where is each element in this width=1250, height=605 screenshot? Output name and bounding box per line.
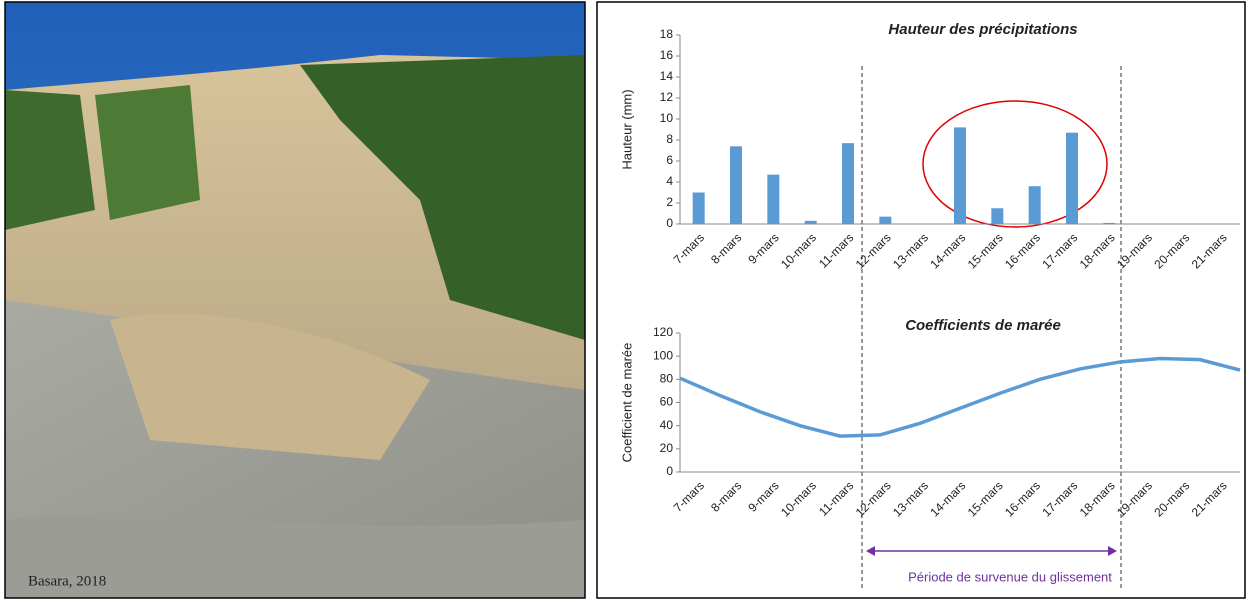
x-tick-label: 15-mars <box>965 478 1006 519</box>
x-tick-label: 13-mars <box>890 478 931 519</box>
bar <box>1066 132 1078 224</box>
x-tick-label: 8-mars <box>708 230 744 266</box>
x-tick-label: 10-mars <box>778 478 819 519</box>
x-tick-label: 8-mars <box>708 478 744 514</box>
x-tick-label: 21-mars <box>1189 230 1230 271</box>
y-axis-label: Hauteur (mm) <box>619 89 634 169</box>
chart-title: Hauteur des précipitations <box>888 21 1077 38</box>
x-tick-label: 18-mars <box>1077 230 1118 271</box>
y-tick-label: 60 <box>660 395 674 409</box>
x-tick-label: 17-mars <box>1039 478 1080 519</box>
x-tick-label: 9-mars <box>745 478 781 514</box>
x-tick-label: 17-mars <box>1039 230 1080 271</box>
x-tick-label: 16-mars <box>1002 230 1043 271</box>
x-tick-label: 7-mars <box>671 230 707 266</box>
y-tick-label: 2 <box>666 195 673 209</box>
line-series <box>679 356 1241 438</box>
y-tick-label: 10 <box>660 111 674 125</box>
x-tick-label: 20-mars <box>1151 478 1192 519</box>
x-tick-label: 19-mars <box>1114 478 1155 519</box>
bar <box>842 143 854 224</box>
bar <box>1103 222 1116 224</box>
y-tick-label: 0 <box>666 464 673 478</box>
chart-title: Coefficients de marée <box>905 317 1061 334</box>
y-tick-label: 18 <box>660 27 674 41</box>
annotation: Période de survenue du glissement <box>908 569 1112 584</box>
x-tick-label: 20-mars <box>1151 230 1192 271</box>
bar <box>730 146 742 224</box>
bar <box>991 208 1004 224</box>
period-arrow <box>866 546 1117 556</box>
y-tick-label: 8 <box>666 132 673 146</box>
x-tick-label: 12-mars <box>853 478 894 519</box>
x-tick-label: 19-mars <box>1114 230 1155 271</box>
y-axis-label: Coefficient de marée <box>619 343 634 463</box>
x-tick-label: 12-mars <box>853 230 894 271</box>
x-tick-label: 11-mars <box>816 230 856 270</box>
x-tick-label: 21-mars <box>1189 478 1230 519</box>
bar <box>1028 186 1041 224</box>
x-tick-label: 13-mars <box>890 230 931 271</box>
y-tick-label: 40 <box>660 418 674 432</box>
y-tick-label: 80 <box>660 372 674 386</box>
x-tick-label: 7-mars <box>671 478 707 514</box>
bar <box>804 220 817 224</box>
x-tick-label: 16-mars <box>1002 478 1043 519</box>
x-tick-label: 11-mars <box>816 478 856 518</box>
photo-caption: Basara, 2018 <box>28 573 106 589</box>
x-tick-label: 10-mars <box>778 230 819 271</box>
y-tick-label: 4 <box>666 174 673 188</box>
x-tick-label: 14-mars <box>927 230 968 271</box>
chart-frame <box>596 1 1246 599</box>
y-tick-label: 6 <box>666 153 673 167</box>
highlight-ellipse <box>922 100 1108 228</box>
y-tick-label: 20 <box>660 441 674 455</box>
y-tick-label: 16 <box>660 48 674 62</box>
bar <box>692 192 705 224</box>
bar <box>879 216 892 224</box>
y-tick-label: 14 <box>660 69 674 83</box>
y-tick-label: 12 <box>660 90 674 104</box>
x-tick-label: 14-mars <box>927 478 968 519</box>
photo: Basara, 2018 <box>4 1 586 599</box>
x-tick-label: 15-mars <box>965 230 1006 271</box>
y-tick-label: 0 <box>666 216 673 230</box>
y-tick-label: 120 <box>653 325 673 339</box>
x-tick-label: 18-mars <box>1077 478 1118 519</box>
bar <box>767 174 780 224</box>
x-tick-label: 9-mars <box>745 230 781 266</box>
y-tick-label: 100 <box>653 348 673 362</box>
bar <box>954 127 966 224</box>
